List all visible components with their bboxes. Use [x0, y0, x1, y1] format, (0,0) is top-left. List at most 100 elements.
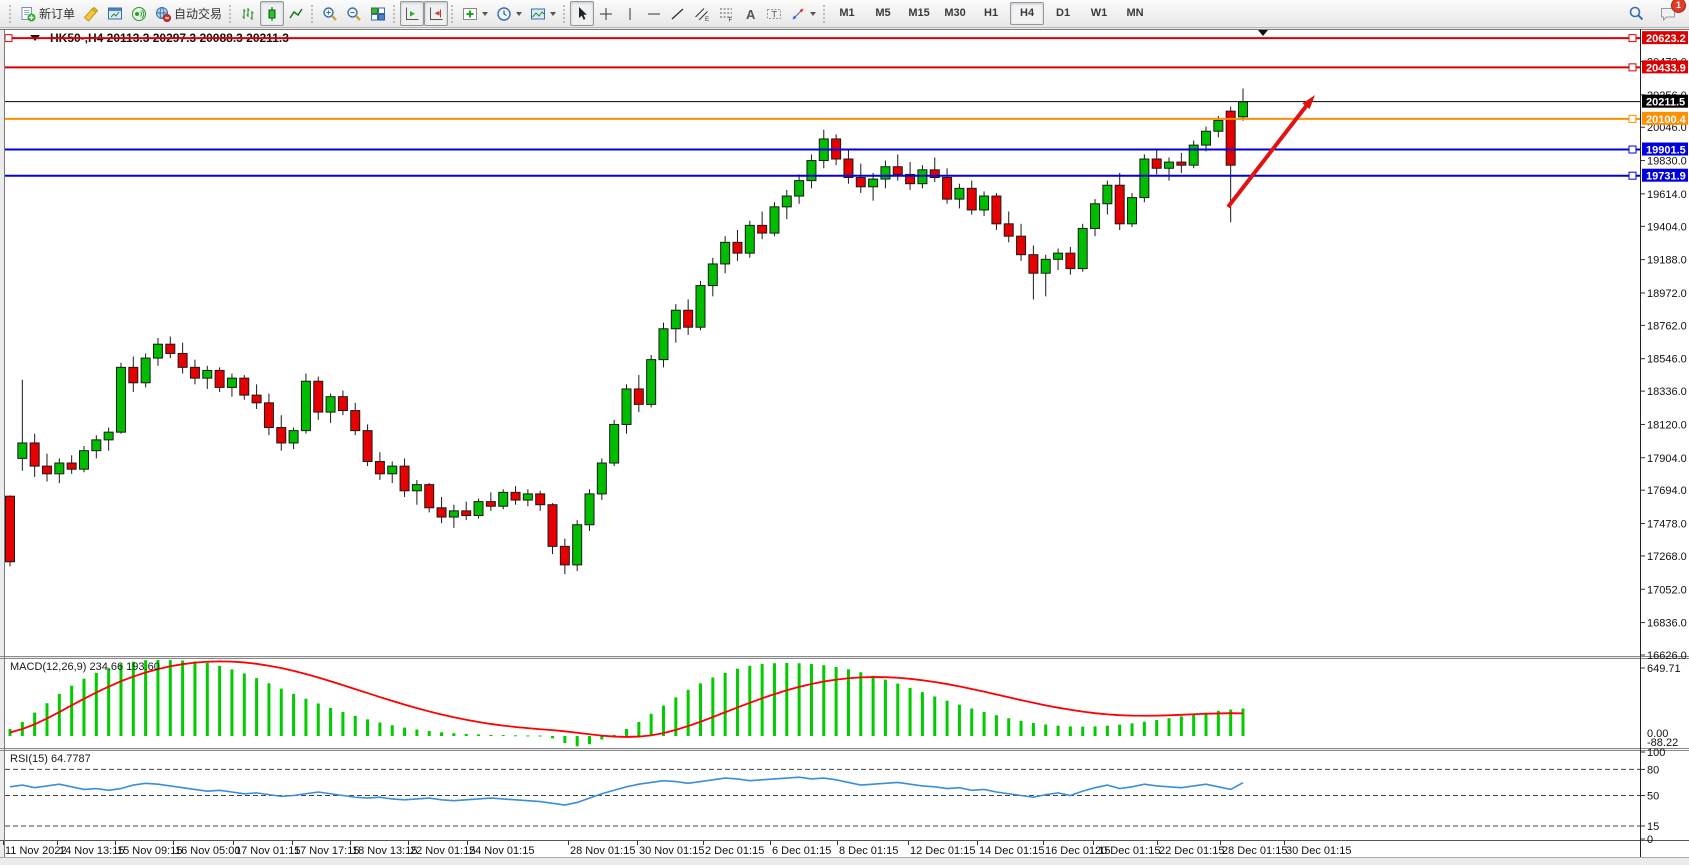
macd-histogram-bar	[144, 660, 148, 736]
candle	[202, 369, 213, 379]
candlestick-mode-button[interactable]	[260, 1, 285, 26]
price-tick-label: 17478.0	[1647, 519, 1687, 531]
macd-axis-label: -88.22	[1647, 737, 1678, 749]
candle	[498, 491, 509, 507]
timeframe-group: M1 M5 M15 M30 H1 H4 D1 W1 MN	[830, 2, 1152, 25]
new-order-button[interactable]: 新订单	[16, 1, 79, 26]
line-chart-mode-button[interactable]	[284, 1, 308, 26]
price-axis[interactable]	[1641, 29, 1689, 857]
time-axis[interactable]	[5, 841, 1689, 858]
zoom-out-icon	[347, 6, 361, 21]
timeframe-M1[interactable]: M1	[839, 7, 855, 19]
macd-histogram-bar	[415, 729, 419, 736]
chart-window-button[interactable]	[103, 1, 127, 26]
macd-histogram-bar	[1155, 719, 1159, 736]
timeframe-M5[interactable]: M5	[875, 7, 891, 19]
macd-histogram-bar	[785, 662, 789, 736]
periods-button[interactable]	[492, 1, 526, 26]
candle	[177, 352, 188, 368]
macd-histogram-bar	[57, 693, 61, 736]
time-label: 22 Dec 01:15	[1159, 845, 1224, 857]
candle	[547, 504, 558, 547]
timeframe-M15[interactable]: M15	[908, 7, 930, 19]
trendline-tool-button[interactable]	[666, 1, 690, 26]
candle	[621, 388, 632, 425]
line-handle[interactable]	[1628, 34, 1637, 43]
templates-button[interactable]	[526, 1, 560, 26]
macd-histogram-bar	[403, 727, 407, 736]
tile-windows-button[interactable]	[366, 1, 390, 26]
candle	[1102, 184, 1113, 205]
zoom-in-button[interactable]	[318, 1, 342, 26]
arrows-tool-button[interactable]	[786, 1, 820, 26]
auto-scroll-button[interactable]	[400, 1, 425, 26]
line-handle[interactable]	[1628, 114, 1637, 123]
macd-histogram-bar	[760, 664, 764, 736]
trend-arrow-head[interactable]	[1302, 95, 1315, 109]
candle	[1040, 258, 1051, 274]
candle	[473, 501, 484, 516]
line-handle[interactable]	[1628, 145, 1637, 154]
channel-tool-button[interactable]: E	[690, 1, 714, 26]
line-handle[interactable]	[1628, 63, 1637, 72]
bar-chart-mode-button[interactable]	[236, 1, 260, 26]
toolbar-grip[interactable]	[451, 4, 454, 23]
indicators-button[interactable]	[458, 1, 492, 26]
text-label-tool-button[interactable]: T	[762, 1, 786, 26]
candle	[1077, 227, 1088, 270]
crosshair-tool-button[interactable]	[594, 1, 618, 26]
macd-histogram-bar	[452, 733, 456, 736]
toolbar-grip[interactable]	[229, 4, 232, 23]
rsi-axis-label: 15	[1647, 821, 1659, 833]
line-handle[interactable]	[4, 34, 13, 43]
timeframe-W1[interactable]: W1	[1090, 7, 1108, 19]
notifications-button[interactable]: 1	[1655, 0, 1686, 26]
candle	[276, 427, 287, 444]
chart-shift-marker-icon[interactable]	[1258, 30, 1268, 36]
toolbar-grip[interactable]	[311, 4, 314, 23]
macd-histogram-bar	[378, 722, 382, 736]
main-chart-panel[interactable]	[5, 29, 1640, 656]
timeframe-D1[interactable]: D1	[1056, 7, 1071, 19]
vertical-line-tool-button[interactable]	[618, 1, 642, 26]
candle	[1176, 161, 1187, 166]
price-label-box	[1642, 31, 1688, 45]
trend-arrow[interactable]	[1226, 103, 1309, 209]
macd-histogram-bar	[131, 661, 135, 736]
cursor-tool-button[interactable]	[570, 1, 595, 26]
price-label-box	[1642, 142, 1688, 156]
macd-histogram-bar	[748, 665, 752, 736]
horizontal-line-tool-button[interactable]	[642, 1, 666, 26]
toolbar-grip[interactable]	[393, 4, 396, 23]
toolbar-grip[interactable]	[563, 4, 566, 23]
candle	[1201, 130, 1212, 146]
price-tick-label: 19614.0	[1647, 189, 1687, 201]
candle	[732, 241, 743, 254]
auto-trading-button[interactable]: 自动交易	[151, 1, 226, 26]
timeframe-M30[interactable]: M30	[944, 7, 966, 19]
sound-icon	[132, 6, 147, 21]
toolbar-grip[interactable]	[9, 4, 11, 23]
line-handle[interactable]	[1628, 171, 1637, 180]
text-tool-button[interactable]: A	[738, 1, 762, 26]
timeframe-H1[interactable]: H1	[984, 7, 999, 19]
styler-button[interactable]	[79, 1, 103, 26]
toolbar-grip[interactable]	[823, 4, 826, 23]
candle	[115, 366, 126, 433]
macd-histogram-bar	[945, 700, 949, 736]
macd-histogram-bar	[218, 665, 222, 736]
timeframe-MN[interactable]: MN	[1126, 7, 1144, 19]
sound-alerts-button[interactable]	[127, 1, 151, 26]
price-tick-label: 19188.0	[1647, 255, 1687, 267]
search-button[interactable]	[1624, 1, 1649, 26]
macd-histogram-bar	[292, 693, 296, 736]
candle	[362, 430, 373, 462]
timeframe-H4[interactable]: H4	[1010, 2, 1045, 25]
macd-histogram-bar	[822, 665, 826, 736]
svg-text:F: F	[729, 17, 733, 22]
zoom-out-button[interactable]	[342, 1, 366, 26]
chart-shift-button[interactable]	[424, 1, 449, 26]
fibonacci-tool-button[interactable]: F	[714, 1, 738, 26]
